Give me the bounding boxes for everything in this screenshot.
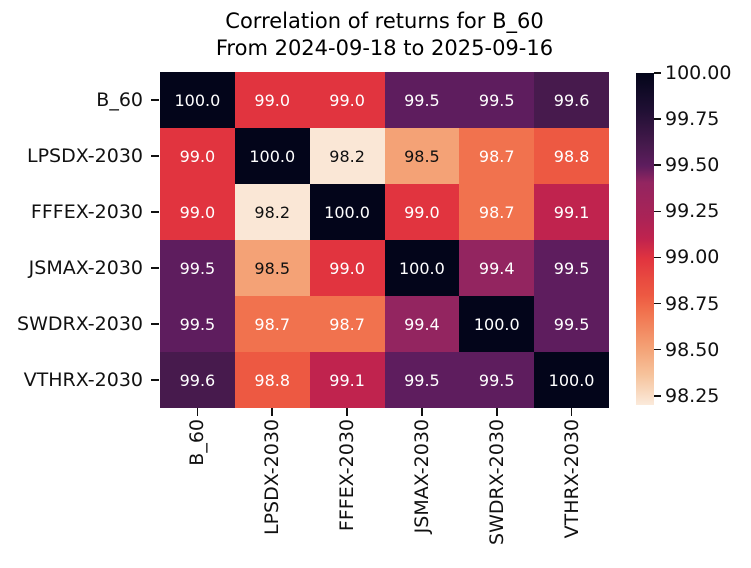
colorbar-tick — [654, 118, 661, 120]
heatmap-cell: 99.5 — [384, 72, 460, 128]
heatmap-cell: 99.5 — [160, 240, 235, 296]
x-axis-label-box: SWDRX-2030 — [459, 419, 534, 545]
chart-title: Correlation of returns for B_60 From 202… — [160, 8, 609, 62]
heatmap-cell: 100.0 — [160, 72, 235, 128]
colorbar-tick-label: 98.75 — [665, 292, 720, 315]
colorbar-tick-label: 99.50 — [665, 154, 720, 177]
heatmap-cell: 99.5 — [160, 296, 235, 352]
heatmap-cell: 99.0 — [234, 72, 310, 128]
heatmap-cell: 99.5 — [459, 352, 535, 408]
heatmap-cell: 100.0 — [459, 296, 535, 352]
x-axis-tick — [196, 408, 199, 416]
heatmap-cell: 100.0 — [234, 128, 310, 184]
y-axis-tick — [151, 155, 159, 157]
colorbar-tick-label: 98.50 — [665, 338, 720, 361]
heatmap-cell: 98.5 — [384, 128, 460, 184]
y-axis-tick — [151, 323, 159, 325]
chart-title-line1: Correlation of returns for B_60 — [225, 9, 544, 33]
y-axis-tick — [151, 379, 159, 381]
heatmap-cell: 98.5 — [234, 240, 310, 296]
heatmap-cell: 98.2 — [234, 184, 310, 240]
heatmap-cell: 99.4 — [459, 240, 535, 296]
heatmap-cell: 100.0 — [309, 184, 385, 240]
y-axis-tick — [151, 267, 159, 269]
heatmap-cell: 99.1 — [534, 184, 609, 240]
x-axis-label-box: JSMAX-2030 — [385, 419, 460, 533]
heatmap-cell: 100.0 — [534, 352, 609, 408]
x-axis-tick — [421, 408, 423, 416]
x-axis-tick — [495, 408, 498, 416]
x-axis-label: LPSDX-2030 — [261, 419, 284, 536]
colorbar — [636, 73, 654, 405]
chart-title-line2: From 2024-09-18 to 2025-09-16 — [215, 36, 554, 60]
heatmap-cell: 98.8 — [534, 128, 609, 184]
y-axis-label: JSMAX-2030 — [28, 257, 143, 279]
colorbar-tick — [654, 348, 661, 351]
heatmap-cell: 98.2 — [309, 128, 385, 184]
colorbar-tick-label: 99.75 — [665, 108, 720, 131]
heatmap-cell: 99.4 — [384, 296, 460, 352]
heatmap-cell: 99.0 — [309, 240, 385, 296]
x-axis-tick — [570, 408, 573, 416]
heatmap-cell: 98.7 — [459, 128, 535, 184]
heatmap-cell: 98.7 — [309, 296, 385, 352]
heatmap-cell: 99.0 — [160, 184, 235, 240]
y-axis-tick — [151, 211, 159, 213]
heatmap-cell: 99.0 — [309, 72, 385, 128]
colorbar-tick — [654, 72, 661, 74]
colorbar-tick-label: 100.00 — [665, 62, 732, 84]
y-axis-label: SWDRX-2030 — [17, 313, 143, 335]
colorbar-tick-label: 99.25 — [665, 200, 720, 223]
heatmap-cell: 99.0 — [160, 128, 235, 184]
x-axis-label: VTHRX-2030 — [560, 419, 583, 539]
heatmap-cell: 99.0 — [384, 184, 460, 240]
heatmap-cell: 99.6 — [160, 352, 235, 408]
y-axis-label: B_60 — [96, 89, 143, 111]
y-axis-tick — [151, 99, 159, 101]
x-axis-label: FFFEX-2030 — [336, 419, 359, 532]
y-axis-label: FFFEX-2030 — [30, 201, 143, 223]
heatmap-cell: 99.1 — [309, 352, 385, 408]
heatmap-cell: 99.5 — [384, 352, 460, 408]
x-axis-label-box: FFFEX-2030 — [310, 419, 385, 531]
x-axis-tick — [346, 408, 348, 416]
heatmap-cell: 99.6 — [534, 72, 609, 128]
heatmap-cell: 98.7 — [234, 296, 310, 352]
heatmap-grid: 100.0 99.0 99.0 99.5 99.5 99.6 99.0 100.0 98.2 98… — [160, 72, 609, 408]
y-axis-label: LPSDX-2030 — [26, 145, 143, 167]
x-axis-label: B_60 — [186, 419, 209, 466]
heatmap-cell: 98.7 — [459, 184, 535, 240]
heatmap-cell: 99.5 — [534, 240, 609, 296]
y-axis-label: VTHRX-2030 — [23, 369, 143, 391]
colorbar-tick-label: 99.00 — [665, 246, 720, 269]
colorbar-tick — [654, 394, 661, 397]
x-axis-label-box: B_60 — [160, 419, 235, 466]
colorbar-tick — [654, 210, 661, 213]
colorbar-tick — [654, 256, 661, 259]
x-axis-label: SWDRX-2030 — [485, 419, 508, 545]
heatmap-cell: 100.0 — [384, 240, 460, 296]
colorbar-tick-label: 98.25 — [665, 384, 720, 407]
x-axis-label-box: LPSDX-2030 — [235, 419, 310, 535]
colorbar-tick — [654, 302, 661, 305]
colorbar-tick — [654, 164, 661, 167]
x-axis-label-box: VTHRX-2030 — [534, 419, 609, 538]
heatmap-cell: 99.5 — [459, 72, 535, 128]
x-axis-label: JSMAX-2030 — [410, 419, 433, 534]
heatmap-cell: 99.5 — [534, 296, 609, 352]
heatmap-cell: 98.8 — [234, 352, 310, 408]
x-axis-tick — [271, 408, 274, 416]
